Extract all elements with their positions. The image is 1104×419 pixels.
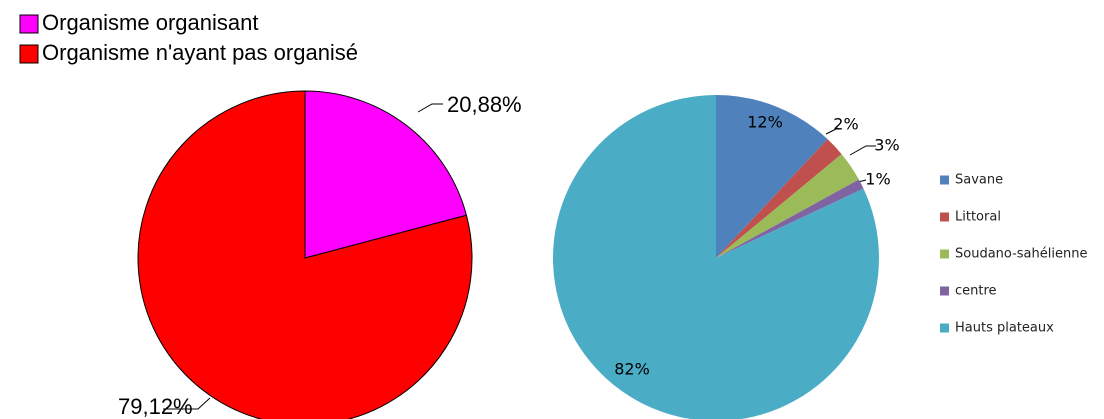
pie-slice [716,154,859,258]
legend-label: Savane [955,173,1003,188]
pie-slice [553,95,879,419]
legend-label: Littoral [955,210,1001,225]
legend-swatch [940,175,949,185]
legend-label: centre [955,284,997,299]
data-label: 1% [865,170,890,189]
leader-line [825,127,839,135]
legend-label: Hauts plateaux [955,321,1054,336]
pie-slice [716,95,828,258]
legend-swatch [19,14,39,34]
legend-swatch [940,286,949,296]
leader-line [163,397,211,410]
legend-swatch [940,323,949,333]
data-label: 12% [747,113,783,132]
legend-label: Soudano-sahélienne [955,247,1087,262]
data-label: 3% [874,136,899,155]
data-label: 82% [614,360,650,379]
leader-line [417,103,443,113]
pie-slice [716,179,864,258]
legend-label: Organisme n'ayant pas organisé [42,40,358,65]
leader-line [849,145,876,156]
data-label: 2% [833,115,858,134]
data-label: 20,88% [447,92,522,117]
pie-slice [716,139,842,258]
legend-swatch [19,44,39,64]
pie-slice [304,90,468,259]
legend-swatch [940,212,949,222]
legend-swatch [940,249,949,259]
legend-label: Organisme organisant [42,10,258,35]
pie-slice [137,90,473,419]
data-label: 79,12% [118,394,193,419]
